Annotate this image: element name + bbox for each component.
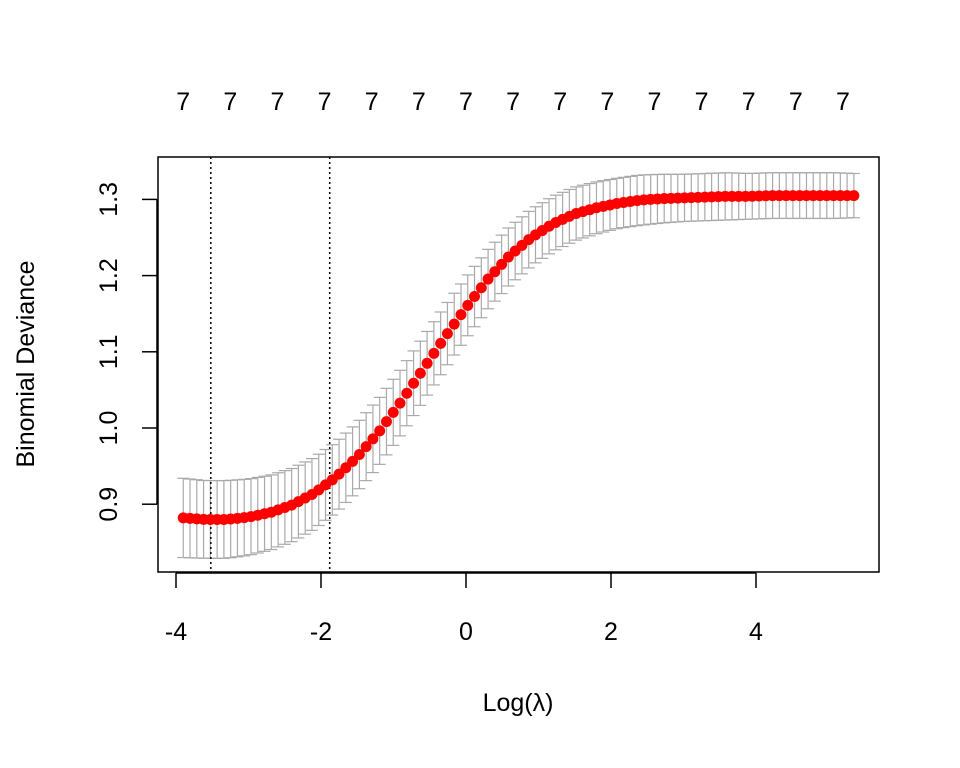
top-axis-label: 7 xyxy=(506,88,520,116)
y-tick-label: 1.3 xyxy=(95,182,123,217)
y-axis: 0.9 1.0 1.1 1.2 1.3 xyxy=(95,182,158,522)
deviance-point xyxy=(428,347,440,359)
x-tick-label: -2 xyxy=(310,618,332,646)
deviance-point xyxy=(489,266,501,278)
x-axis-title: Log(λ) xyxy=(483,689,554,717)
y-tick-label: 0.9 xyxy=(95,487,123,522)
deviance-point xyxy=(408,377,420,389)
top-axis-label: 7 xyxy=(176,88,190,116)
mean-deviance-points xyxy=(177,190,860,525)
top-axis-label: 7 xyxy=(836,88,850,116)
top-axis-label: 7 xyxy=(223,88,237,116)
top-axis-label: 7 xyxy=(789,88,803,116)
top-axis-label: 7 xyxy=(648,88,662,116)
deviance-point xyxy=(374,425,386,437)
y-tick-label: 1.2 xyxy=(95,258,123,293)
top-axis-label: 7 xyxy=(742,88,756,116)
deviance-point xyxy=(496,258,508,270)
top-axis-label: 7 xyxy=(365,88,379,116)
deviance-point xyxy=(401,387,413,399)
deviance-point xyxy=(455,309,467,321)
y-tick-label: 1.0 xyxy=(95,411,123,446)
x-tick-label: 0 xyxy=(459,618,473,646)
deviance-point xyxy=(380,416,392,428)
plot-frame xyxy=(157,156,880,573)
deviance-point xyxy=(360,441,372,453)
deviance-point xyxy=(462,299,474,311)
deviance-point xyxy=(421,357,433,369)
top-axis-label: 7 xyxy=(271,88,285,116)
deviance-point xyxy=(482,273,494,285)
x-tick-label: 2 xyxy=(604,618,618,646)
top-axis-label: 7 xyxy=(553,88,567,116)
x-tick-label: -4 xyxy=(165,618,187,646)
deviance-point xyxy=(387,406,399,418)
top-axis-labels: 7 7 7 7 7 7 7 7 7 7 7 7 7 7 7 xyxy=(176,88,850,116)
top-axis-label: 7 xyxy=(318,88,332,116)
error-bars xyxy=(177,172,860,559)
top-axis-label: 7 xyxy=(412,88,426,116)
deviance-point xyxy=(353,449,365,461)
vertical-reference-lines xyxy=(210,157,331,572)
deviance-point xyxy=(435,337,447,349)
x-axis: -4 -2 0 2 4 xyxy=(165,572,763,646)
deviance-point xyxy=(414,367,426,379)
deviance-point xyxy=(848,190,860,202)
top-axis-label: 7 xyxy=(695,88,709,116)
deviance-point xyxy=(441,328,453,340)
deviance-point xyxy=(469,291,481,303)
x-tick-label: 4 xyxy=(749,618,763,646)
y-axis-title: Binomial Deviance xyxy=(12,260,40,467)
top-axis-label: 7 xyxy=(600,88,614,116)
y-tick-label: 1.1 xyxy=(95,334,123,369)
deviance-point xyxy=(394,397,406,409)
deviance-point xyxy=(347,455,359,467)
deviance-point xyxy=(448,318,460,330)
deviance-point xyxy=(367,433,379,445)
deviance-point xyxy=(475,282,487,294)
top-axis-label: 7 xyxy=(459,88,473,116)
